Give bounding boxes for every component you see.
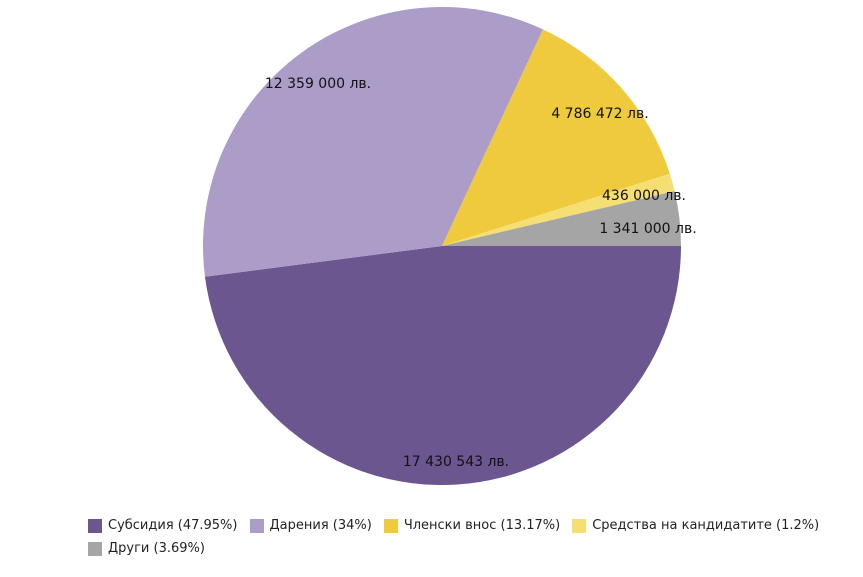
- slice-value-label: 436 000 лв.: [602, 188, 686, 204]
- legend-label: Други (3.69%): [108, 541, 205, 556]
- legend-label: Дарения (34%): [269, 518, 372, 533]
- legend-swatch: [88, 518, 102, 533]
- legend-swatch: [572, 518, 587, 533]
- legend-label: Средства на кандидатите (1.2%): [592, 518, 820, 533]
- pie-slices: [202, 6, 682, 486]
- pie-slice-3: [442, 173, 675, 246]
- slice-labels: 17 430 543 лв. 12 359 000 лв. 4 786 472 лв…: [265, 76, 697, 470]
- slice-value-label: 4 786 472 лв.: [551, 106, 648, 122]
- slice-value-label: 1 341 000 лв.: [599, 221, 696, 237]
- pie-slice-2: [442, 29, 670, 247]
- legend-item: Членски внос (13.17%): [383, 518, 561, 533]
- pie-slice-4: [442, 191, 681, 246]
- pie-slice-0: [204, 246, 682, 486]
- legend-item: Субсидия (47.95%): [88, 518, 238, 533]
- legend-item: Дарения (34%): [249, 518, 372, 533]
- legend-swatch: [88, 541, 102, 556]
- slice-value-label: 17 430 543 лв.: [403, 454, 509, 470]
- legend-swatch: [249, 518, 264, 533]
- legend-item: Средства на кандидатите (1.2%): [572, 518, 819, 533]
- legend-swatch: [383, 518, 398, 533]
- pie-slice-1: [202, 6, 544, 277]
- legend-label: Субсидия (47.95%): [108, 518, 238, 533]
- legend-label: Членски внос (13.17%): [403, 518, 561, 533]
- legend-item: Други (3.69%): [88, 541, 205, 556]
- slice-value-label: 12 359 000 лв.: [265, 76, 371, 92]
- chart-legend: Субсидия (47.95%) Дарения (34%) Членски вн…: [88, 518, 828, 556]
- pie-chart: 17 430 543 лв. 12 359 000 лв. 4 786 472 лв…: [202, 6, 697, 486]
